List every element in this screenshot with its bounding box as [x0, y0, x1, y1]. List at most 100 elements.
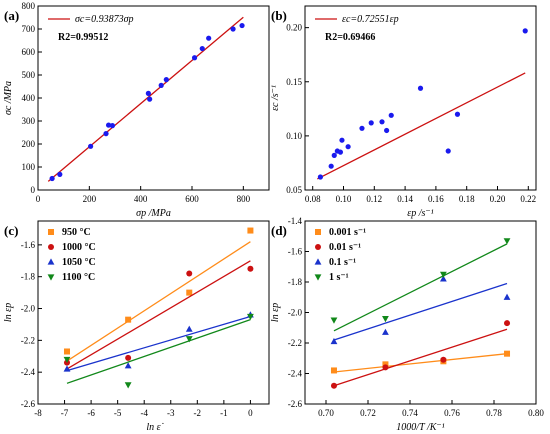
y-tick-label: 500 — [22, 70, 36, 80]
y-tick-label: -2.6 — [21, 399, 36, 409]
data-point — [388, 112, 394, 118]
series-point-0 — [247, 227, 254, 234]
y-tick-label: 0.20 — [286, 23, 302, 33]
legend-marker-3 — [314, 274, 322, 281]
y-tick-label: -2.6 — [288, 399, 303, 409]
x-tick-label: 0.10 — [336, 194, 352, 204]
panel-b: (b)0.08 0.10 0.12 0.14 0.16 0.18 0.20 0.220.050… — [270, 5, 537, 219]
legend-label-0: 950 °C — [62, 227, 91, 238]
data-points — [317, 28, 528, 180]
y-tick-label: -1.4 — [288, 216, 303, 226]
series-fit-line-2 — [333, 282, 508, 341]
x-tick-label: 0.12 — [366, 194, 382, 204]
y-tick-label: 800 — [22, 1, 36, 11]
data-point — [199, 45, 205, 52]
y-tick-label: 700 — [22, 24, 36, 34]
legend-marker-2 — [314, 258, 322, 265]
series-fit-line-2 — [66, 315, 251, 372]
series-point-2 — [330, 337, 338, 345]
data-point — [230, 26, 236, 32]
series-point-2 — [439, 275, 447, 282]
panel-label: (c) — [4, 223, 18, 238]
panel-label: (d) — [271, 223, 287, 238]
series-point-3 — [382, 316, 389, 323]
series-point-3 — [247, 313, 254, 321]
series-group — [63, 227, 254, 389]
y-tick-label: 300 — [22, 116, 36, 126]
x-tick-label: 0.22 — [520, 194, 536, 204]
series-point-1 — [330, 382, 337, 389]
legend-label-3: 1 s⁻¹ — [329, 272, 349, 283]
data-point — [359, 125, 365, 131]
series-fit-line-1 — [66, 260, 251, 370]
y-axis-ticks: 0.05 0.10 0.15 0.20 — [286, 23, 309, 195]
y-tick-label: -1.8 — [21, 272, 36, 282]
y-axis-ticks: 0 100 200 300 400 500 600 700 800 — [22, 1, 42, 195]
series-fit-line-0 — [333, 353, 508, 373]
series-point-0 — [125, 316, 132, 323]
x-axis-label: εp /s⁻¹ — [407, 208, 433, 219]
data-point — [454, 111, 461, 117]
series-point-1 — [382, 364, 389, 371]
fit-line — [47, 16, 244, 182]
series-point-0 — [330, 367, 337, 374]
x-tick-label: 0.80 — [528, 408, 544, 418]
legend-label-1: 0.01 s⁻¹ — [329, 242, 361, 253]
series-fit-line-1 — [333, 328, 508, 387]
x-tick-label: -8 — [34, 408, 42, 418]
x-axis-ticks: -8 -7 -6 -5 -4 -3 -2 -1 0 — [34, 400, 253, 418]
data-point — [57, 171, 63, 177]
data-point — [379, 119, 385, 125]
plot-frame — [37, 220, 270, 405]
x-tick-label: -6 — [87, 408, 95, 418]
x-axis-label: σp /MPa — [136, 208, 171, 219]
panel-a: (a) 0 200 400 600 800 0 100 200 300 400 500 600 700 80… — [3, 1, 270, 219]
data-point — [339, 137, 345, 143]
series-point-3 — [503, 238, 511, 245]
legend-marker-3 — [47, 274, 55, 281]
x-axis-ticks: 0.08 0.10 0.12 0.14 0.16 0.18 0.20 0.22 — [305, 186, 536, 204]
series-point-3 — [63, 356, 71, 364]
y-tick-label: 0.15 — [286, 77, 302, 87]
x-tick-label: 0.70 — [318, 408, 334, 418]
legend-marker-0 — [48, 229, 54, 235]
y-axis-label: εc /s⁻¹ — [270, 85, 281, 111]
x-tick-label: 0.72 — [360, 408, 376, 418]
y-tick-label: 100 — [22, 162, 36, 172]
panel-c: (c) -8 -7 -6 -5 -4 -3 -2 -1 0 -2.6 -2.4 -2.2 -2.0 -1.8… — [3, 220, 270, 433]
data-point — [158, 82, 164, 88]
legend-r2-label: R2=0.69466 — [325, 32, 375, 43]
x-tick-label: 600 — [185, 194, 199, 204]
y-tick-label: -2.4 — [288, 369, 303, 379]
x-tick-label: 0.76 — [444, 408, 460, 418]
x-tick-label: -5 — [114, 408, 122, 418]
data-point — [239, 22, 245, 29]
series-point-1 — [440, 356, 447, 363]
x-tick-label: 200 — [83, 194, 97, 204]
legend-label-3: 1100 °C — [62, 272, 95, 283]
data-point — [368, 120, 374, 126]
y-axis-ticks: -2.6 -2.4 -2.2 -2.0 -1.8 -1.6 -1.4 — [288, 216, 309, 409]
x-axis-label: 1000/T /K⁻¹ — [396, 422, 444, 433]
data-point — [384, 127, 390, 134]
y-axis-label: σc /MPa — [3, 81, 14, 115]
series-point-3 — [439, 271, 447, 278]
legend-label-0: 0.001 s⁻¹ — [329, 227, 366, 238]
legend-marker-0 — [315, 229, 321, 235]
series-fit-line-3 — [66, 319, 251, 384]
x-tick-label: 400 — [134, 194, 148, 204]
data-point — [103, 131, 109, 137]
series-point-3 — [185, 336, 193, 343]
y-tick-label: 0 — [31, 185, 36, 195]
x-tick-label: -1 — [220, 408, 228, 418]
legend-label-1: 1000 °C — [62, 242, 96, 253]
series-point-0 — [186, 289, 193, 296]
data-points — [49, 22, 245, 182]
y-axis-label: ln εp — [270, 303, 281, 322]
data-point — [147, 96, 153, 102]
x-tick-label: 0.16 — [428, 194, 444, 204]
y-tick-label: -1.6 — [21, 240, 36, 250]
legend-r2-label: R2=0.99512 — [58, 32, 108, 43]
x-tick-label: -3 — [167, 408, 175, 418]
